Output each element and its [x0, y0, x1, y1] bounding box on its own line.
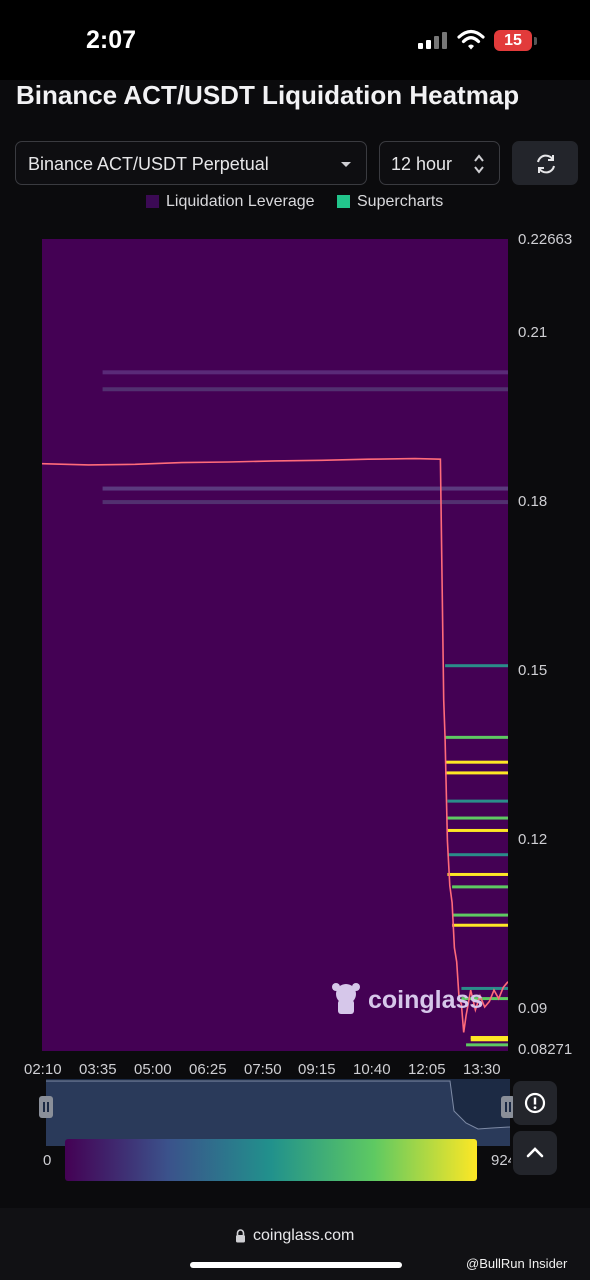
liquidation-level-bar[interactable] — [447, 853, 508, 857]
liquidation-level-bar[interactable] — [445, 760, 508, 764]
liquidation-level-bar[interactable] — [445, 735, 508, 739]
x-tick-label: 10:40 — [353, 1061, 391, 1078]
liquidation-heatmap[interactable] — [42, 239, 508, 1051]
faint-liquidation-level — [102, 486, 508, 491]
coinglass-watermark: coinglass — [330, 982, 483, 1023]
x-tick-label: 12:05 — [408, 1061, 446, 1078]
liquidation-level-bar[interactable] — [447, 872, 508, 876]
status-time: 2:07 — [86, 26, 137, 54]
liquidation-level-bar[interactable] — [470, 1038, 508, 1042]
wifi-icon — [457, 29, 485, 50]
time-range-slider[interactable] — [46, 1079, 510, 1146]
liquidation-level-bar[interactable] — [452, 923, 508, 927]
interval-select[interactable]: 12 hour — [379, 141, 500, 185]
x-tick-label: 02:10 — [24, 1061, 62, 1078]
symbol-select[interactable]: Binance ACT/USDT Perpetual — [15, 141, 367, 185]
lock-icon — [236, 1229, 245, 1243]
faint-liquidation-level — [102, 500, 508, 505]
liquidation-level-bar[interactable] — [445, 771, 508, 775]
chart-settings-button[interactable] — [513, 1081, 557, 1125]
y-tick-label: 0.18 — [518, 493, 548, 510]
chevron-down-icon — [341, 162, 351, 167]
liquidation-level-bar[interactable] — [452, 913, 508, 917]
faint-liquidation-level — [102, 387, 508, 392]
x-tick-label: 05:00 — [134, 1061, 172, 1078]
color-scale-bar — [65, 1139, 477, 1181]
legend-swatch-liquidation-leverage — [146, 195, 159, 208]
battery-icon: 15 — [494, 30, 532, 51]
y-tick-label: 0.08271 — [518, 1041, 573, 1058]
legend-label-liquidation-leverage[interactable]: Liquidation Leverage — [166, 193, 315, 210]
heatmap-background — [42, 239, 508, 1051]
x-tick-label: 13:30 — [463, 1061, 501, 1078]
y-tick-label: 0.21 — [518, 324, 548, 341]
legend-swatch-supercharts — [337, 195, 350, 208]
liquidation-level-bar[interactable] — [466, 1043, 508, 1047]
price-line — [42, 457, 508, 1033]
home-indicator[interactable] — [190, 1262, 402, 1268]
range-slider-preview — [46, 1080, 510, 1146]
status-bar — [0, 0, 590, 80]
y-tick-label: 0.15 — [518, 662, 548, 679]
range-slider-left-handle[interactable] — [39, 1096, 53, 1118]
interval-select-value: 12 hour — [391, 154, 453, 174]
legend-label-supercharts[interactable]: Supercharts — [357, 193, 444, 210]
cellular-signal-icon — [418, 32, 448, 49]
faint-liquidation-level — [102, 370, 508, 375]
credit-watermark: @BullRun Insider — [466, 1256, 568, 1271]
x-tick-label: 09:15 — [298, 1061, 336, 1078]
chevron-up-icon — [526, 1147, 544, 1158]
browser-address-bar[interactable] — [0, 1208, 590, 1280]
coinglass-watermark-text: coinglass — [368, 986, 484, 1014]
color-scale-min-label: 0 — [43, 1152, 52, 1169]
page-title: Binance ACT/USDT Liquidation Heatmap — [16, 80, 520, 110]
up-down-chevron-icon — [474, 154, 484, 174]
liquidation-level-bar[interactable] — [470, 1036, 508, 1040]
y-tick-label: 0.09 — [518, 1000, 548, 1017]
y-tick-label: 0.22663 — [518, 231, 573, 248]
liquidation-level-bar[interactable] — [447, 828, 508, 832]
x-tick-label: 07:50 — [244, 1061, 282, 1078]
liquidation-level-bar[interactable] — [447, 799, 508, 803]
liquidation-level-bar[interactable] — [447, 816, 508, 820]
scroll-to-top-button[interactable] — [513, 1131, 557, 1175]
liquidation-level-bar[interactable] — [445, 664, 508, 668]
url-text[interactable]: coinglass.com — [253, 1227, 355, 1244]
refresh-icon — [537, 154, 555, 174]
battery-tip — [534, 37, 537, 45]
liquidation-level-bar[interactable] — [452, 885, 508, 889]
liquidation-level-bar[interactable] — [461, 986, 508, 990]
x-tick-label: 06:25 — [189, 1061, 227, 1078]
symbol-select-value: Binance ACT/USDT Perpetual — [28, 154, 269, 174]
coinglass-logo-icon — [332, 983, 360, 1014]
color-scale-max-label: 924 — [491, 1152, 511, 1169]
refresh-button[interactable] — [512, 141, 578, 185]
settings-icon — [524, 1092, 546, 1114]
liquidation-level-bar[interactable] — [461, 997, 508, 1001]
x-tick-label: 03:35 — [79, 1061, 117, 1078]
range-slider-right-handle[interactable] — [501, 1096, 515, 1118]
y-tick-label: 0.12 — [518, 831, 548, 848]
